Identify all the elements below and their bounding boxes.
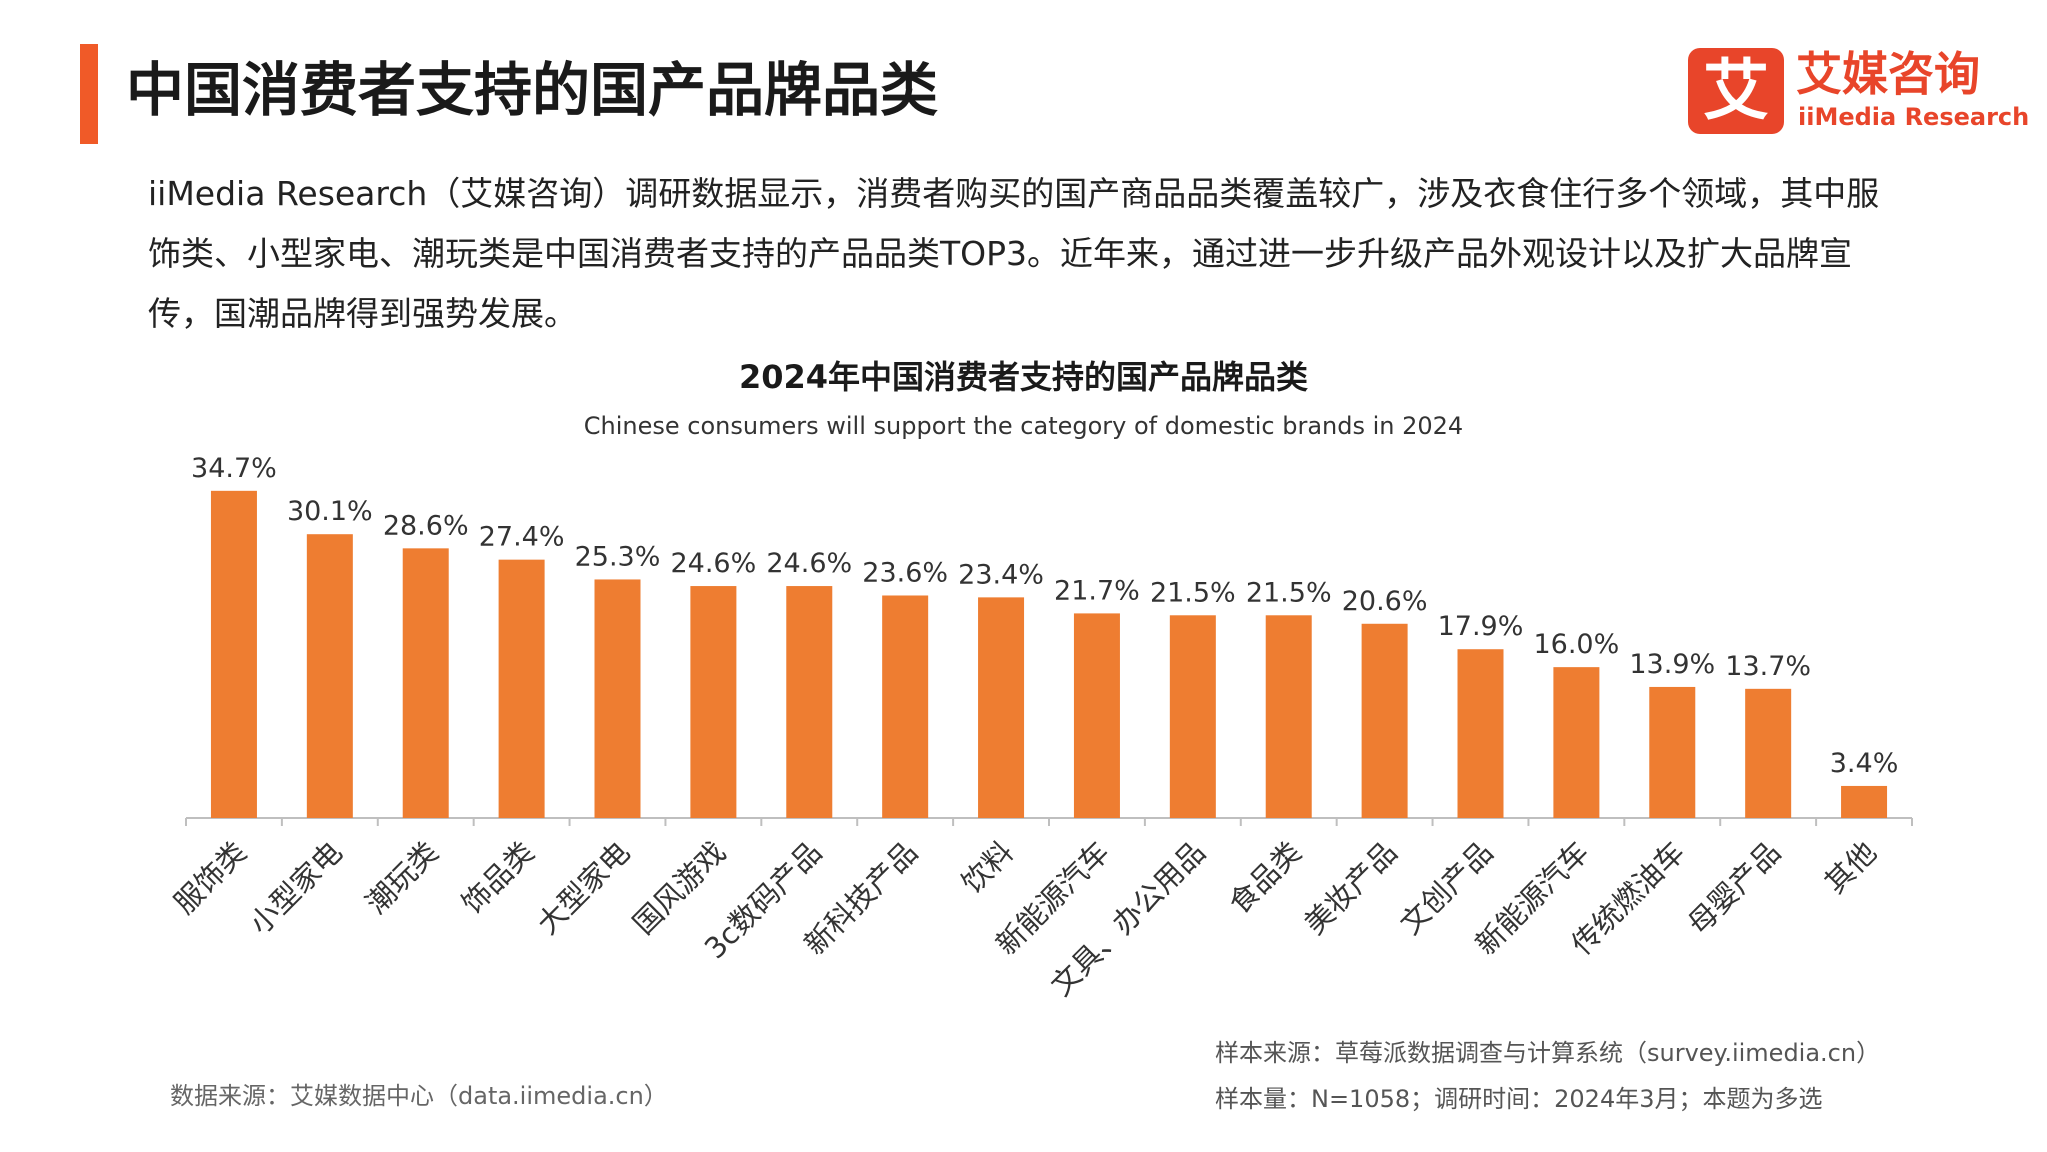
category-label: 小型家电 bbox=[243, 835, 349, 941]
bar-value-label: 25.3% bbox=[575, 541, 661, 572]
bar-value-label: 30.1% bbox=[287, 496, 373, 527]
bar bbox=[402, 548, 449, 818]
bar bbox=[594, 579, 641, 818]
category-label: 潮玩类 bbox=[359, 835, 445, 921]
category-label: 服饰类 bbox=[167, 835, 253, 921]
bar bbox=[882, 595, 929, 818]
category-label: 母婴产品 bbox=[1681, 835, 1787, 941]
sample-size-note: 样本量：N=1058；调研时间：2024年3月；本题为多选 bbox=[1215, 1085, 1823, 1113]
bar bbox=[786, 586, 833, 818]
bar bbox=[1073, 613, 1120, 818]
category-label: 大型家电 bbox=[530, 835, 636, 941]
bar-value-label: 24.6% bbox=[670, 548, 756, 579]
bar-value-label: 13.7% bbox=[1725, 651, 1811, 682]
bar bbox=[1841, 785, 1888, 818]
bar-value-label: 17.9% bbox=[1438, 611, 1524, 642]
brand-logo: 艾 艾媒咨询 iiMedia Research bbox=[1688, 47, 2030, 138]
page-title: 中国消费者支持的国产品牌品类 bbox=[126, 56, 939, 124]
bar-value-label: 20.6% bbox=[1342, 586, 1428, 617]
bar-value-label: 24.6% bbox=[766, 548, 852, 579]
bar-value-label: 27.4% bbox=[479, 522, 565, 553]
sample-notes: 样本来源：草莓派数据调查与计算系统（survey.iimedia.cn） 样本量… bbox=[1215, 1030, 1880, 1122]
bar-value-label: 23.4% bbox=[958, 559, 1044, 590]
data-source-note: 数据来源：艾媒数据中心（data.iimedia.cn） bbox=[170, 1082, 668, 1110]
bar-value-label: 28.6% bbox=[383, 510, 469, 541]
bar-value-label: 21.7% bbox=[1054, 575, 1140, 606]
title-accent-bar bbox=[80, 44, 98, 144]
logo-text-en: iiMedia Research bbox=[1798, 103, 2030, 131]
bar bbox=[306, 534, 353, 818]
bar bbox=[1265, 615, 1312, 818]
bar bbox=[1553, 667, 1600, 818]
category-label: 食品类 bbox=[1222, 835, 1308, 921]
bar bbox=[1169, 615, 1216, 818]
sample-source-note: 样本来源：草莓派数据调查与计算系统（survey.iimedia.cn） bbox=[1215, 1039, 1881, 1067]
bar bbox=[1649, 686, 1696, 818]
bar-value-label: 3.4% bbox=[1830, 748, 1899, 779]
chart-title: 2024年中国消费者支持的国产品牌品类 bbox=[738, 358, 1309, 396]
chart-subtitle: Chinese consumers will support the categ… bbox=[583, 412, 1464, 440]
bar bbox=[1361, 623, 1408, 818]
bar-value-label: 21.5% bbox=[1246, 577, 1332, 608]
category-label: 饰品类 bbox=[455, 835, 541, 921]
bar-value-label: 16.0% bbox=[1533, 629, 1619, 660]
bar-value-label: 23.6% bbox=[862, 557, 948, 588]
logo-text-cn: 艾媒咨询 bbox=[1796, 47, 1980, 101]
bar bbox=[978, 597, 1025, 818]
bar bbox=[498, 559, 545, 818]
category-label: 饮料 bbox=[955, 835, 1020, 900]
category-label: 美妆产品 bbox=[1297, 835, 1403, 941]
bar bbox=[210, 490, 257, 818]
bar bbox=[1457, 649, 1504, 818]
category-label: 其他 bbox=[1818, 835, 1883, 900]
bar-value-label: 13.9% bbox=[1629, 649, 1715, 680]
intro-paragraph: iiMedia Research（艾媒咨询）调研数据显示，消费者购买的国产商品品… bbox=[148, 174, 1880, 333]
logo-mark-icon: 艾 bbox=[1688, 48, 1784, 134]
bar-value-label: 34.7% bbox=[191, 453, 277, 484]
bar-value-label: 21.5% bbox=[1150, 577, 1236, 608]
bar bbox=[1745, 688, 1792, 818]
bar bbox=[690, 586, 737, 818]
